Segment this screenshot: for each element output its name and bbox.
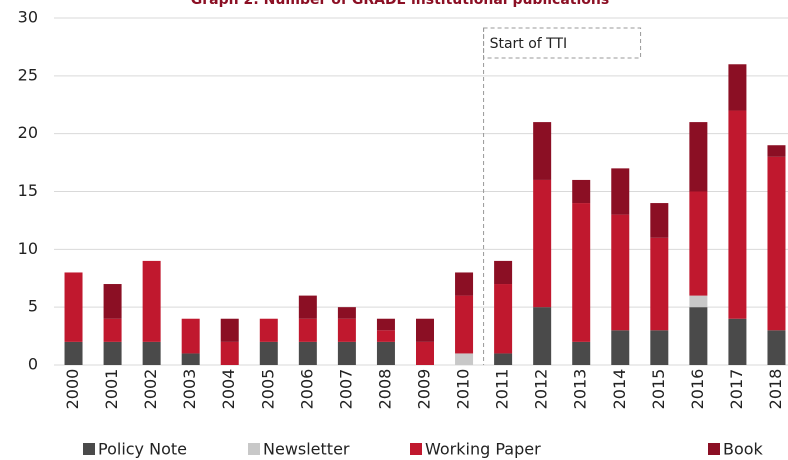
x-tick-label: 2011 xyxy=(493,369,512,410)
bar-segment xyxy=(181,353,200,365)
bar-segment xyxy=(689,191,708,296)
x-tick-label: 2018 xyxy=(766,369,785,410)
bar-segment xyxy=(455,353,474,365)
bar-segment xyxy=(650,237,669,331)
bar-segment xyxy=(376,341,395,365)
bar-segment xyxy=(650,330,669,365)
y-tick-label: 20 xyxy=(18,123,38,142)
bar-segment xyxy=(572,203,591,342)
bar-segment xyxy=(572,179,591,204)
bar-segment xyxy=(455,295,474,354)
x-tick-label: 2008 xyxy=(375,369,394,410)
x-tick-label: 2005 xyxy=(258,369,277,410)
bar-segment xyxy=(337,318,356,342)
bar-segment xyxy=(767,156,786,331)
bar-segment xyxy=(181,318,200,354)
x-tick-label: 2002 xyxy=(141,369,160,410)
x-tick-label: 2013 xyxy=(571,369,590,410)
bar-segment xyxy=(494,353,513,365)
x-tick-label: 2004 xyxy=(219,369,238,410)
bar-segment xyxy=(767,145,786,157)
x-tick-label: 2017 xyxy=(727,369,746,410)
y-tick-label: 30 xyxy=(18,8,38,27)
bar-segment xyxy=(728,318,747,365)
bar-segment xyxy=(103,318,122,342)
y-tick-label: 0 xyxy=(28,355,38,374)
bar-segment xyxy=(416,341,434,365)
bar-segment xyxy=(611,168,630,215)
bar-segment xyxy=(767,330,786,365)
legend-label: Working Paper xyxy=(425,440,541,459)
legend-label: Newsletter xyxy=(263,440,350,459)
bar-segment xyxy=(533,307,552,365)
x-tick-label: 2007 xyxy=(336,369,355,410)
bar-segment xyxy=(142,341,161,365)
bar-segment xyxy=(689,295,708,308)
bar-segment xyxy=(611,214,630,331)
annotation-text: Start of TTI xyxy=(490,36,568,52)
x-tick-label: 2015 xyxy=(649,369,668,410)
bar-segment xyxy=(64,341,83,365)
bar-segment xyxy=(298,295,317,319)
bar-segment xyxy=(533,122,552,180)
bar-segment xyxy=(220,318,239,342)
bar-segment xyxy=(728,110,747,319)
bar-segment xyxy=(259,341,278,365)
bar-segment xyxy=(103,284,122,319)
x-tick-label: 2003 xyxy=(180,369,199,410)
x-tick-label: 2014 xyxy=(610,369,629,410)
x-tick-label: 2016 xyxy=(688,369,707,410)
x-tick-label: 2001 xyxy=(102,369,121,410)
bar-segment xyxy=(337,341,356,365)
y-tick-label: 10 xyxy=(18,239,38,258)
x-tick-label: 2010 xyxy=(454,369,473,410)
bar-segment xyxy=(376,330,395,342)
bar-segment xyxy=(572,341,591,365)
legend-label: Book xyxy=(723,440,764,459)
y-tick-label: 15 xyxy=(18,181,38,200)
bar-segment xyxy=(298,318,317,342)
x-tick-label: 2012 xyxy=(532,369,551,410)
bar-segment xyxy=(259,318,278,342)
bar-segment xyxy=(376,318,395,331)
bar-segment xyxy=(494,260,513,285)
annotation-box xyxy=(483,27,642,59)
legend-swatch xyxy=(83,443,95,455)
bar-segment xyxy=(689,307,708,365)
y-tick-label: 5 xyxy=(28,297,38,316)
bar-segment xyxy=(142,260,161,342)
x-tick-label: 2006 xyxy=(297,369,316,410)
y-tick-label: 25 xyxy=(18,65,38,84)
bar-segment xyxy=(611,330,630,365)
legend-swatch xyxy=(248,443,260,455)
bar-segment xyxy=(728,64,747,111)
x-tick-label: 2009 xyxy=(415,369,434,410)
bar-segment xyxy=(650,203,669,238)
bar-segment xyxy=(416,318,434,342)
legend-swatch xyxy=(410,443,422,455)
bar-segment xyxy=(220,341,239,365)
bar-segment xyxy=(64,272,83,342)
bar-segment xyxy=(533,179,552,308)
bar-segment xyxy=(298,341,317,365)
x-tick-label: 2000 xyxy=(63,369,82,410)
legend-label: Policy Note xyxy=(98,440,187,459)
chart-title: Graph 2: Number of GRADE institutional p… xyxy=(191,0,609,8)
bar-segment xyxy=(337,307,356,319)
bar-segment xyxy=(689,122,708,192)
bar-segment xyxy=(494,284,513,354)
bar-segment xyxy=(455,272,474,296)
legend-swatch xyxy=(708,443,720,455)
bar-segment xyxy=(103,341,122,365)
